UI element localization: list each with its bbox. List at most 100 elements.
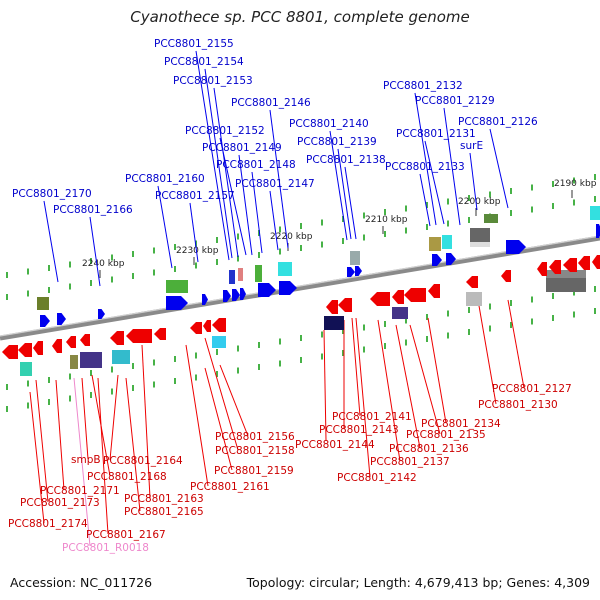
track-dot [489,191,491,198]
reverse-gene-arrow [212,318,226,332]
track-dot [195,262,197,269]
gene-label: PCC8801_2134 [421,418,501,430]
track-dot [552,315,554,321]
reverse-gene-arrow [466,276,478,288]
track-dot [153,381,155,388]
track-dot [321,331,323,338]
reverse-gene-arrow [501,270,511,282]
feature-box [429,237,441,251]
track-dot [69,395,71,402]
track-dot [573,177,575,184]
gene-label: PCC8801_2173 [20,497,100,509]
track-dot [510,300,512,306]
reverse-gene-arrow [370,292,390,306]
leader-line [443,107,461,226]
gene-label: PCC8801_2148 [216,159,296,171]
gene-label: PCC8801_2147 [235,178,315,190]
feature-box [324,316,344,330]
gene-label: PCC8801_2140 [289,118,369,130]
gene-label: PCC8801_2141 [332,411,412,423]
reverse-gene-arrow [326,300,338,314]
track-dot [153,269,155,276]
leader-line [89,216,101,287]
track-dot [258,252,260,258]
track-dot [153,247,155,254]
leader-line [213,87,239,258]
leader-line [427,317,447,424]
gene-label: PCC8801_2127 [492,383,572,395]
track-dot [279,360,281,367]
forward-gene-arrow [258,283,276,297]
track-dot [573,289,575,296]
forward-gene-arrow [98,309,105,319]
gene-label: PCC8801_2129 [415,95,495,107]
gene-label: PCC8801_2156 [215,431,295,443]
track-dot [384,231,386,237]
forward-gene-arrow [596,224,600,238]
gene-label: PCC8801_2130 [478,399,558,411]
leader-line [409,324,441,435]
track-dot [426,314,428,320]
gene-label: PCC8801_2159 [214,465,294,477]
forward-gene-arrow [166,296,188,310]
forward-gene-arrow [506,240,526,254]
track-dot [468,329,470,335]
track-dot [594,286,596,292]
track-dot [27,402,29,409]
gene-label: PCC8801_2139 [297,136,377,148]
feature-box [238,268,243,281]
feature-box [590,206,600,220]
track-dot [363,212,365,219]
track-dot [132,385,134,391]
gene-features [2,206,600,376]
track-dot [342,328,344,334]
leader-line [29,391,45,524]
forward-gene-arrow [223,290,231,302]
forward-gene-arrow [347,267,355,277]
track-dot [321,353,323,360]
leader-line [219,364,249,437]
track-dot [174,356,176,362]
track-dot [321,241,323,248]
leader-line [329,130,348,241]
feature-box [229,270,235,284]
track-dot [216,371,218,377]
reverse-gene-arrow [563,258,577,272]
track-dot [90,370,92,376]
track-dot [258,230,260,236]
reverse-gene-arrow [578,256,590,270]
track-dot [489,325,491,332]
leader-line [157,185,173,269]
track-dot [300,335,302,341]
track-dot [447,332,449,339]
kbp-tick-label: 2210 kbp [365,215,408,225]
forward-gene-arrow [432,254,442,266]
gene-label: PCC8801_2137 [370,456,450,468]
track-dot [237,345,239,352]
feature-box [255,265,262,282]
gene-label: PCC8801_2161 [190,481,270,493]
track-dot [48,287,50,293]
track-dot [405,227,407,234]
track-dot [531,296,533,303]
track-dot [510,210,512,216]
feature-box [470,228,490,242]
gene-label: PCC8801_2132 [383,80,463,92]
forward-gene-arrow [240,288,246,300]
feature-box [392,307,408,319]
track-dot [468,195,470,201]
leader-line [269,190,279,251]
feature-box [20,362,32,376]
gene-label: PCC8801_2126 [458,116,538,128]
track-dot [6,384,8,390]
leader-line [238,154,253,256]
gene-label: PCC8801_2170 [12,188,92,200]
leader-line [489,128,509,209]
gene-label: PCC8801_2142 [337,472,417,484]
gene-label: PCC8801_2157 [155,190,235,202]
leader-line [323,329,327,441]
track-dot [405,339,407,346]
track-dot [363,234,365,241]
feature-box [442,235,452,249]
